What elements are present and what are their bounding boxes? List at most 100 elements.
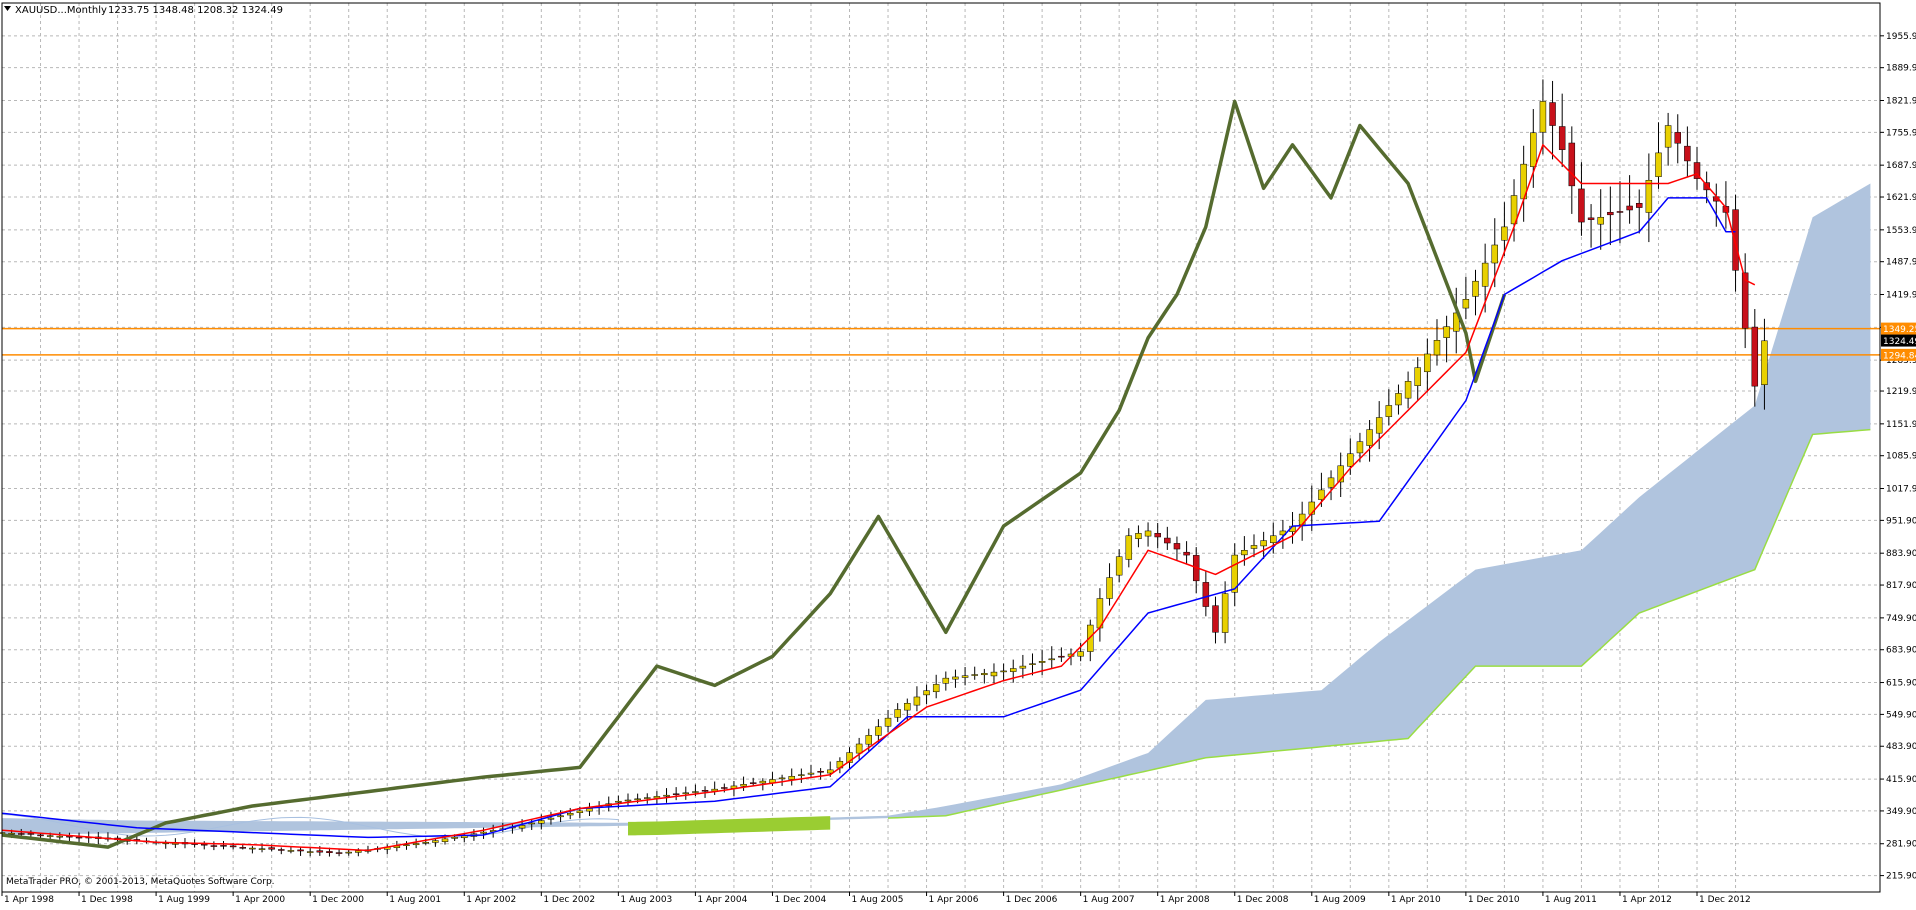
candle-body: [480, 831, 487, 834]
y-tick-label: 415.90: [1886, 775, 1916, 785]
x-tick-label: 1 Dec 2010: [1468, 895, 1520, 905]
candle-body: [576, 810, 584, 813]
candle-body: [1693, 162, 1701, 179]
candle-body: [682, 792, 690, 795]
x-tick-label: 1 Aug 1999: [158, 895, 210, 905]
candle-body: [1414, 367, 1421, 386]
candle-body: [220, 845, 227, 847]
y-tick-label: 951.90: [1886, 516, 1916, 526]
x-tick-label: 1 Dec 2012: [1699, 895, 1751, 905]
candle-body: [1125, 535, 1133, 560]
candle-body: [1587, 217, 1595, 220]
candle-body: [1424, 353, 1431, 373]
x-tick-label: 1 Dec 2006: [1006, 895, 1058, 905]
candle-body: [8, 832, 15, 835]
senkou-span-b-line: [887, 428, 1871, 819]
candle-body: [258, 848, 266, 850]
candle-body: [846, 752, 853, 763]
candle-body: [1578, 188, 1585, 223]
candle-body: [37, 834, 44, 837]
candle-body: [692, 791, 699, 793]
candle-body: [326, 851, 333, 854]
candle-body: [1607, 211, 1614, 216]
candle-body: [827, 769, 834, 774]
hline-label-lower: 1294.84: [1883, 351, 1916, 361]
candle-body: [518, 825, 526, 829]
candle-body: [788, 776, 795, 780]
cloud-area-bearish: [2, 183, 1871, 835]
candle-body: [1231, 554, 1238, 593]
candle-body: [1501, 226, 1508, 241]
candle-body: [855, 743, 863, 754]
candle-body: [942, 677, 950, 684]
y-tick-label: 549.90: [1886, 710, 1916, 720]
y-tick-label: 483.90: [1886, 742, 1916, 752]
candle-body: [1597, 216, 1604, 225]
candle-body: [1510, 195, 1518, 225]
candle-body: [817, 771, 824, 773]
candle-body: [981, 673, 988, 676]
candle-body: [412, 843, 420, 846]
y-tick-label: 1687.90: [1886, 161, 1916, 171]
y-tick-label: 1419.90: [1886, 291, 1916, 301]
candle-body: [1087, 624, 1094, 652]
candle-body: [1635, 203, 1643, 208]
candle-body: [566, 813, 574, 816]
candle-body: [75, 836, 83, 839]
candle-body: [27, 833, 35, 835]
horizontal-lines: [2, 327, 1880, 356]
dropdown-arrow-icon[interactable]: [4, 6, 11, 11]
y-tick-label: 1151.90: [1886, 420, 1916, 430]
candle-body: [557, 815, 564, 818]
candle-body: [268, 847, 275, 850]
candle-body: [1684, 145, 1691, 162]
x-tick-label: 1 Dec 2002: [543, 895, 595, 905]
x-tick-label: 1 Apr 2006: [929, 895, 979, 905]
candle-body: [1761, 340, 1768, 385]
candle-body: [1029, 663, 1036, 665]
candle-body: [1318, 489, 1325, 500]
y-tick-label: 1955.90: [1886, 32, 1916, 42]
candle-body: [1655, 152, 1662, 177]
candle-body: [18, 833, 25, 835]
candle-body: [1472, 280, 1479, 297]
y-tick-label: 1487.90: [1886, 258, 1916, 268]
candle-body: [278, 849, 285, 851]
candle-body: [1443, 326, 1450, 338]
candle-body: [1009, 668, 1017, 672]
candle-body: [586, 808, 593, 812]
x-tick-label: 1 Apr 2012: [1622, 895, 1672, 905]
candle-body: [316, 850, 324, 853]
x-tick-label: 1 Apr 2010: [1391, 895, 1441, 905]
x-tick-label: 1 Aug 2011: [1545, 895, 1597, 905]
tenkan-sen-line: [1, 144, 1756, 852]
candle-body: [1395, 393, 1402, 406]
candle-body: [1741, 272, 1749, 329]
candle-body: [721, 787, 728, 789]
candle-body: [932, 684, 940, 693]
candle-body: [1327, 477, 1335, 488]
current-price-label: 1324.49: [1883, 337, 1916, 347]
candle-body: [528, 822, 535, 825]
candle-body: [634, 798, 641, 801]
copyright-text: MetaTrader PRO, © 2001-2013, MetaQuotes …: [6, 877, 275, 887]
x-tick-label: 1 Apr 2002: [466, 895, 516, 905]
y-tick-label: 683.90: [1886, 646, 1916, 656]
hline-label-upper-bg: [1881, 322, 1916, 335]
candle-body: [345, 851, 352, 854]
candle-body: [1077, 651, 1084, 657]
y-tick-label: 1219.90: [1886, 387, 1916, 397]
header-ohlc: 1233.75 1348.48 1208.32 1324.49: [108, 5, 283, 16]
candle-body: [1491, 244, 1499, 264]
candle-body: [1568, 142, 1576, 187]
y-tick-label: 615.90: [1886, 679, 1916, 689]
candle-body: [663, 794, 670, 797]
ichimoku-cloud: [1, 183, 1871, 838]
kijun-sen-line: [1, 197, 1736, 839]
candle-body: [1558, 126, 1566, 150]
y-tick-label: 749.90: [1886, 614, 1916, 624]
candle-body: [1270, 535, 1277, 543]
candle-body: [451, 836, 458, 839]
candle-body: [538, 820, 545, 824]
